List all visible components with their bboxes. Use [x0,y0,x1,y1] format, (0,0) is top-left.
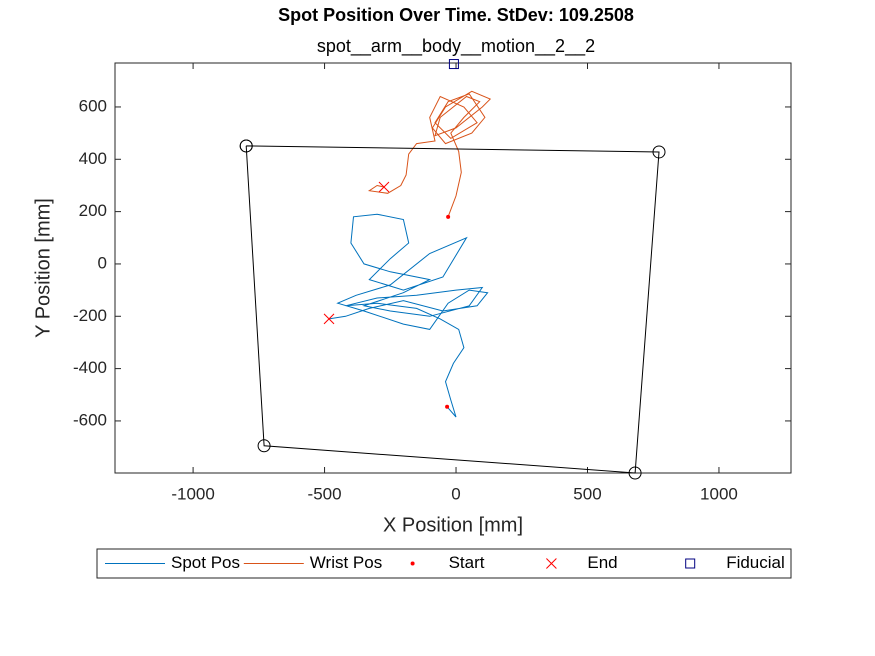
point-marker [448,59,459,70]
point-marker [323,313,335,325]
y-tick-label: 600 [79,96,107,115]
y-tick-label: 0 [98,253,107,272]
series-line [245,145,660,474]
legend: Spot Pos Wrist Pos Start End Fiducial [96,548,792,579]
y-tick-label: -600 [73,410,107,429]
point-marker [378,181,390,193]
y-tick-label: -400 [73,358,107,377]
point-marker [628,466,642,480]
chart-title: Spot Position Over Time. StDev: 109.2508 [278,5,634,25]
point-marker [652,145,666,159]
series-line [367,90,492,217]
x-tick-label: -500 [308,484,342,503]
legend-label: Start [449,553,485,572]
y-axis-label: Y Position [mm] [32,198,54,338]
x-tick-label: 500 [573,484,601,503]
point-marker [445,404,450,409]
y-tick-label: 400 [79,149,107,168]
series-line [328,213,489,418]
x-tick-label: -1000 [171,484,214,503]
legend-label: Spot Pos [171,553,240,572]
point-marker [239,139,253,153]
chart-subtitle: spot__arm__body__motion__2__2 [317,36,595,57]
legend-box [96,548,792,579]
legend-label: End [587,553,617,572]
plot-area [114,62,792,474]
x-tick-label: 1000 [700,484,738,503]
x-axis-label: X Position [mm] [383,514,523,536]
y-tick-label: 200 [79,201,107,220]
legend-swatch [546,558,557,569]
point-marker [446,214,451,219]
point-marker [257,439,271,453]
y-tick-label: -200 [73,306,107,325]
legend-swatch [410,561,415,566]
legend-label: Wrist Pos [310,553,382,572]
legend-swatch [685,558,696,569]
legend-label: Fiducial [726,553,785,572]
x-tick-label: 0 [451,484,460,503]
